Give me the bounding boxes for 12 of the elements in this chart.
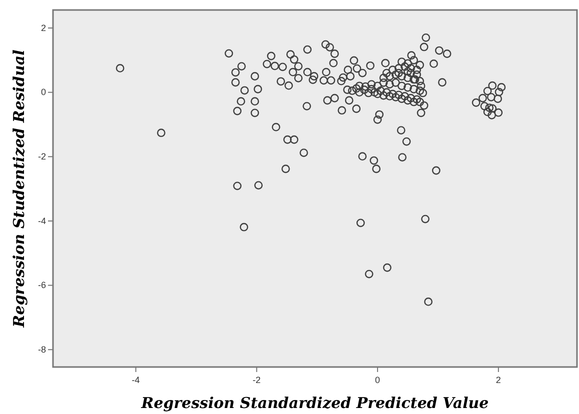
x-axis-title: Regression Standardized Predicted Value [140, 394, 489, 412]
y-tick-label: -8 [38, 344, 46, 355]
x-tick-label: 0 [375, 375, 380, 385]
x-tick-label: 2 [496, 375, 501, 385]
y-tick-label: -6 [38, 280, 46, 290]
y-tick-label: -2 [38, 152, 46, 162]
y-tick-label: -4 [38, 216, 46, 226]
y-tick-label: 2 [40, 22, 46, 33]
x-tick-label: -4 [132, 375, 140, 385]
x-tick-label: -2 [252, 375, 261, 385]
y-axis-title: Regression Studentized Residual [10, 49, 28, 328]
y-tick-label: 0 [40, 87, 46, 98]
